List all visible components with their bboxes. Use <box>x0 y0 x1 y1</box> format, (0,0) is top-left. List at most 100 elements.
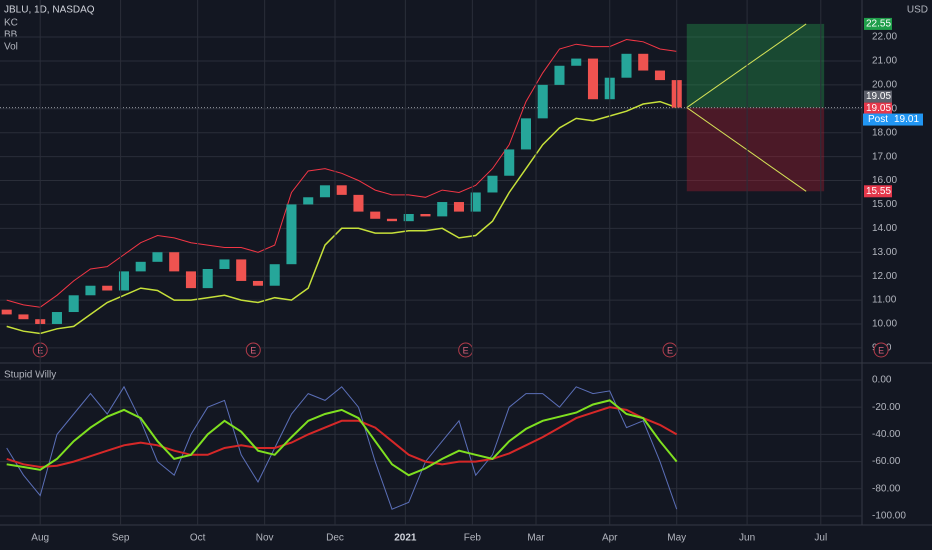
candle <box>169 252 180 272</box>
earnings-label: E <box>250 345 256 355</box>
x-tick-label: May <box>667 533 686 544</box>
x-tick-label: Aug <box>31 533 49 544</box>
price-tag <box>864 185 892 198</box>
y-tick-label: 20.00 <box>872 80 897 91</box>
candle <box>18 314 29 320</box>
target-arrow <box>686 23 807 109</box>
y-tick-label: 16.00 <box>872 175 897 186</box>
x-tick-label: Feb <box>464 533 482 544</box>
candle <box>437 202 448 217</box>
candle <box>353 194 364 212</box>
y-tick-label: 22.00 <box>872 32 897 43</box>
stop-zone <box>686 107 825 192</box>
y-tick-label: 14.00 <box>872 223 897 234</box>
candle <box>520 118 532 150</box>
candle <box>504 149 515 176</box>
y-tick-label: 17.00 <box>872 151 897 162</box>
y-tick-label: 11.00 <box>872 295 897 306</box>
price-tag <box>864 102 892 115</box>
candle <box>370 211 381 219</box>
candle <box>571 58 582 66</box>
stop-arrow <box>686 107 807 192</box>
band-line <box>6 100 677 335</box>
candle <box>621 53 632 78</box>
candle <box>152 252 163 262</box>
price-tag <box>864 90 892 103</box>
y-tick-label: 0.00 <box>872 375 892 386</box>
candle <box>303 197 314 205</box>
y-tick-label: 10.00 <box>872 319 897 330</box>
oscillator-line <box>6 399 678 477</box>
candle <box>420 213 431 217</box>
x-tick-label: Oct <box>190 533 206 544</box>
earnings-label: E <box>878 345 884 355</box>
candle <box>252 280 263 286</box>
y-tick-label: 15.00 <box>872 199 897 210</box>
candle <box>219 259 230 269</box>
x-tick-label: Nov <box>256 533 274 544</box>
candle <box>587 58 599 100</box>
candle <box>68 295 79 313</box>
x-tick-label: Mar <box>527 533 545 544</box>
y-tick-label: 21.00 <box>872 56 897 67</box>
candle <box>51 312 62 324</box>
oscillator-line <box>6 406 678 469</box>
y-tick-label: -60.00 <box>872 456 901 467</box>
post-price: 19.01 <box>894 114 919 125</box>
symbol-title: JBLU, 1D, NASDAQ <box>4 5 95 16</box>
candle <box>403 213 414 222</box>
candle <box>386 218 397 222</box>
x-tick-label: Dec <box>326 533 344 544</box>
candle <box>1 309 12 315</box>
y-tick-label: 18.00 <box>872 127 897 138</box>
candle <box>236 259 247 281</box>
y-tick-label: -80.00 <box>872 483 901 494</box>
y-tick-label: -100.00 <box>872 511 906 522</box>
candle <box>202 268 213 289</box>
candle <box>319 185 330 198</box>
indicator-label: KC <box>4 18 18 29</box>
earnings-marker <box>245 342 261 358</box>
oscillator-title: Stupid Willy <box>4 370 56 381</box>
unit-label: USD <box>907 5 928 16</box>
candle <box>487 175 498 193</box>
earnings-label: E <box>667 345 673 355</box>
band-line <box>6 38 677 308</box>
y-tick-label: -40.00 <box>872 429 901 440</box>
candle <box>470 192 481 212</box>
price-tag-label: 15.55 <box>866 186 891 197</box>
candle <box>286 204 297 265</box>
x-tick-label: 2021 <box>394 533 417 544</box>
candle <box>118 271 129 291</box>
candle <box>102 285 113 291</box>
oscillator-line <box>6 385 678 510</box>
candle <box>554 65 565 85</box>
price-tag <box>864 17 892 30</box>
x-tick-label: Jul <box>814 533 827 544</box>
post-label: Post <box>868 114 888 125</box>
earnings-marker <box>873 342 889 358</box>
candle <box>654 70 666 81</box>
candle <box>269 264 280 286</box>
price-tag-label: 19.05 <box>866 91 891 102</box>
x-tick-label: Apr <box>602 533 618 544</box>
x-tick-label: Sep <box>112 533 130 544</box>
indicator-label: BB <box>4 30 18 41</box>
y-tick-label: 13.00 <box>872 247 897 258</box>
candle <box>185 271 196 289</box>
candle <box>336 185 347 195</box>
x-tick-label: Jun <box>739 533 755 544</box>
candle <box>85 285 96 296</box>
indicator-label: Vol <box>4 42 18 53</box>
candle <box>537 84 548 119</box>
post-tag <box>863 113 923 126</box>
y-tick-label: 12.00 <box>872 271 897 282</box>
target-zone <box>686 23 825 108</box>
y-tick-label: -20.00 <box>872 402 901 413</box>
price-tag-label: 19.05 <box>866 103 891 114</box>
price-tag-label: 22.55 <box>866 19 891 30</box>
earnings-label: E <box>463 345 469 355</box>
candle <box>135 261 146 272</box>
